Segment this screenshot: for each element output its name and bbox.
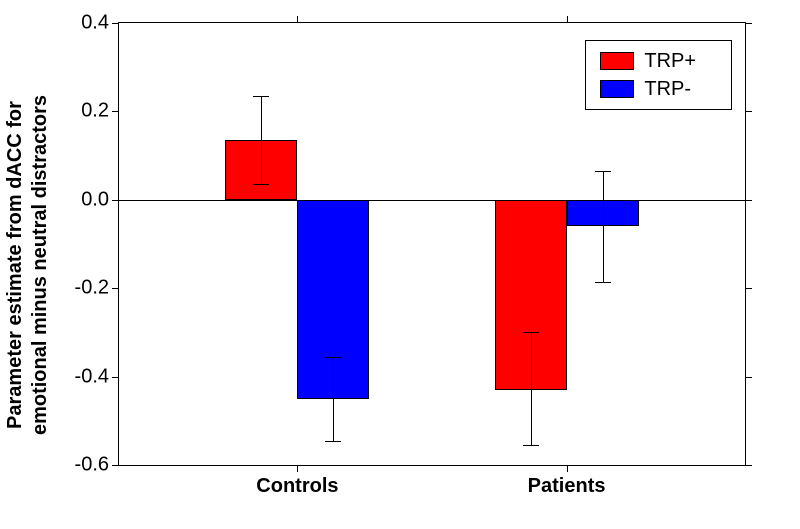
y-axis-label: Parameter estimate from dACC for emotion… [0,0,56,529]
legend-label: TRP- [644,79,691,99]
y-tick-mark-right [745,200,752,201]
error-bar-cap-lower [595,282,611,283]
y-tick-mark-left [112,200,119,201]
error-bar-cap-lower [253,184,269,185]
y-tick-mark-left [112,288,119,289]
legend-item: TRP- [600,79,715,99]
x-tick-mark-top [567,16,568,23]
y-tick-mark-left [112,377,119,378]
y-tick-mark-right [745,23,752,24]
plot-area-wrap: 0.40.20.0-0.2-0.4-0.6ControlsPatientsTRP… [118,22,746,466]
error-bar-cap-upper [253,96,269,97]
figure: Parameter estimate from dACC for emotion… [0,0,800,529]
error-bar-stem [603,171,604,282]
y-tick-mark-right [745,377,752,378]
legend-swatch [600,52,634,70]
error-bar-stem [531,332,532,445]
y-tick-mark-right [745,111,752,112]
error-bar-stem [333,357,334,441]
error-bar-cap-upper [325,357,341,358]
zero-line [119,200,745,201]
legend-label: TRP+ [644,51,696,71]
y-tick-mark-left [112,23,119,24]
error-bar-cap-lower [523,445,539,446]
error-bar-cap-lower [325,441,341,442]
y-axis-label-text: Parameter estimate from dACC for emotion… [3,94,53,434]
y-tick-mark-right [745,288,752,289]
legend-swatch [600,80,634,98]
legend-item: TRP+ [600,51,715,71]
x-tick-mark-top [297,16,298,23]
x-tick-mark-bottom [297,465,298,472]
y-axis-label-line2: emotional minus neutral distractors [29,94,51,434]
y-tick-mark-left [112,111,119,112]
error-bar-stem [261,96,262,184]
error-bar-cap-upper [523,332,539,333]
plot-area: 0.40.20.0-0.2-0.4-0.6ControlsPatientsTRP… [118,22,746,466]
y-tick-mark-right [745,465,752,466]
y-tick-mark-left [112,465,119,466]
x-tick-mark-bottom [567,465,568,472]
y-axis-label-line1: Parameter estimate from dACC for [4,101,26,429]
error-bar-cap-upper [595,171,611,172]
legend: TRP+ TRP- [585,40,732,110]
